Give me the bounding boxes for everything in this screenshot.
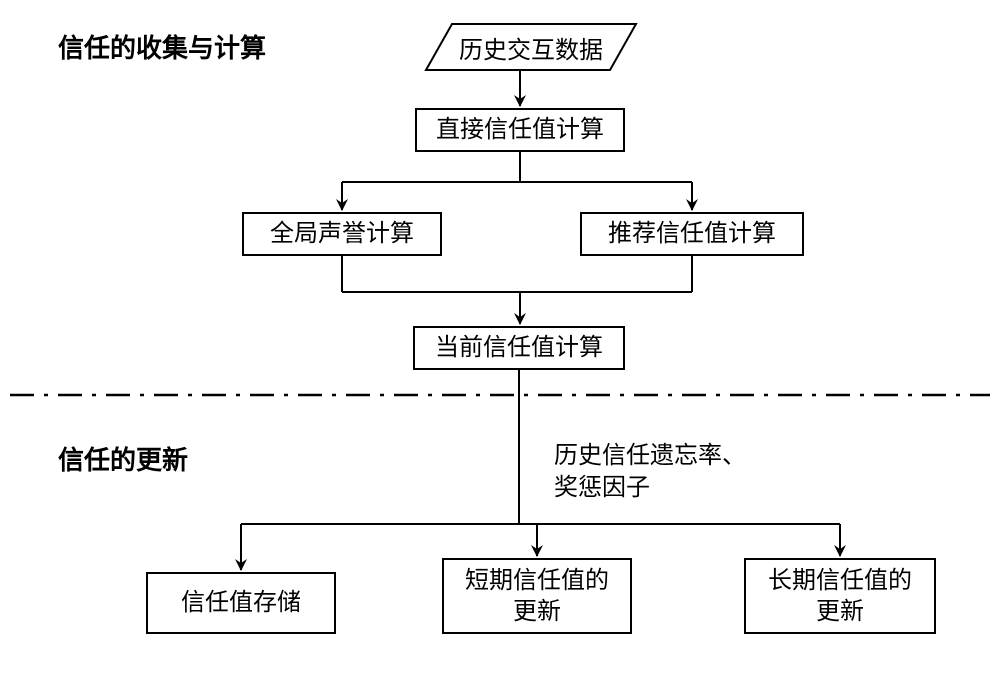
node-long-term-update-label: 长期信任值的 更新	[768, 565, 912, 627]
node-global-reputation-label: 全局声誉计算	[270, 218, 414, 249]
node-global-reputation: 全局声誉计算	[242, 212, 442, 256]
node-long-term-update: 长期信任值的 更新	[744, 558, 936, 634]
node-trust-store-label: 信任值存储	[181, 587, 301, 618]
section-label-lower: 信任的更新	[58, 440, 188, 477]
flowchart-canvas: 信任的收集与计算 信任的更新 历史信任遗忘率、 奖惩因子 历史交互数据 直接信任…	[0, 0, 1000, 677]
annotation-line2: 奖惩因子	[554, 474, 650, 501]
annotation-forget-rate: 历史信任遗忘率、 奖惩因子	[554, 440, 746, 505]
node-short-term-update-label: 短期信任值的 更新	[465, 565, 609, 627]
node-direct-trust: 直接信任值计算	[415, 108, 625, 152]
node-historical-data-label: 历史交互数据	[459, 30, 603, 65]
annotation-line1: 历史信任遗忘率、	[554, 442, 746, 469]
node-current-trust: 当前信任值计算	[413, 326, 625, 370]
node-current-trust-label: 当前信任值计算	[435, 332, 603, 363]
node-recommend-trust: 推荐信任值计算	[580, 212, 804, 256]
node-direct-trust-label: 直接信任值计算	[436, 114, 604, 145]
node-trust-store: 信任值存储	[146, 572, 336, 634]
node-recommend-trust-label: 推荐信任值计算	[608, 218, 776, 249]
node-short-term-update: 短期信任值的 更新	[442, 558, 632, 634]
node-historical-data: 历史交互数据	[426, 24, 636, 70]
section-label-upper: 信任的收集与计算	[58, 28, 266, 65]
